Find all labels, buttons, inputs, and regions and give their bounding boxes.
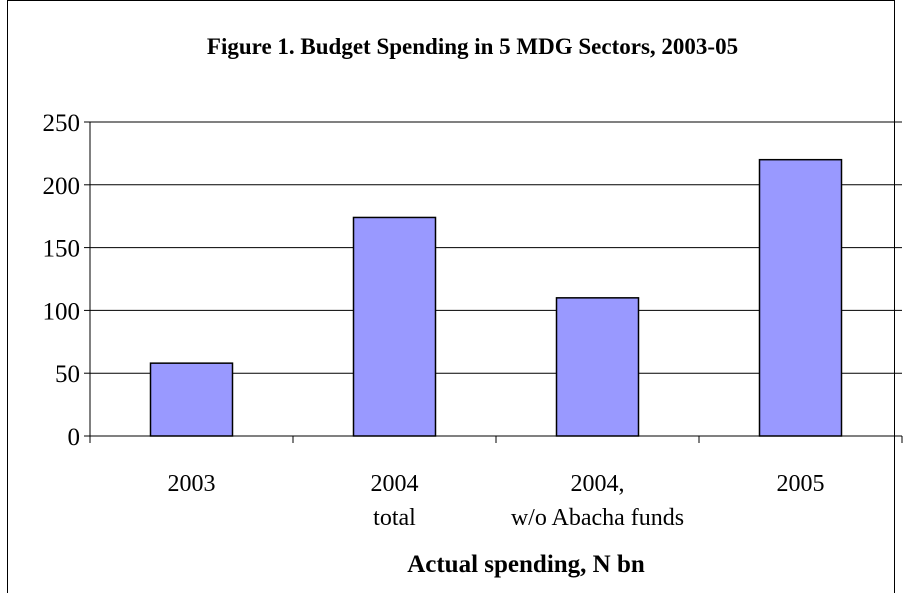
x-axis-label: Actual spending, N bn: [407, 551, 645, 578]
bars: [149, 158, 843, 437]
y-tick-label: 200: [43, 173, 81, 200]
x-tick-label: total: [373, 505, 416, 531]
x-tick-label: 2004,: [571, 471, 625, 497]
y-tick-label: 0: [68, 424, 81, 451]
x-tick-label: 2003: [168, 471, 216, 497]
bar: [555, 297, 640, 437]
x-tick-label: 2004: [371, 471, 419, 497]
chart-frame: [7, 0, 895, 593]
y-tick-label: 250: [43, 110, 81, 137]
bar: [352, 216, 437, 437]
chart-title: Figure 1. Budget Spending in 5 MDG Secto…: [206, 34, 739, 59]
y-tick-label: 50: [55, 361, 80, 388]
y-tick-label: 150: [43, 236, 81, 263]
axes: [84, 121, 903, 443]
x-tick-label: w/o Abacha funds: [511, 505, 684, 531]
x-tick-label: 2005: [777, 471, 825, 497]
labels: 0 50 100 150 200 250 2003 2004 total 2004, w/o Aba…: [43, 110, 825, 578]
y-tick-label: 100: [43, 298, 81, 325]
bar: [758, 158, 843, 437]
bar: [149, 362, 234, 437]
